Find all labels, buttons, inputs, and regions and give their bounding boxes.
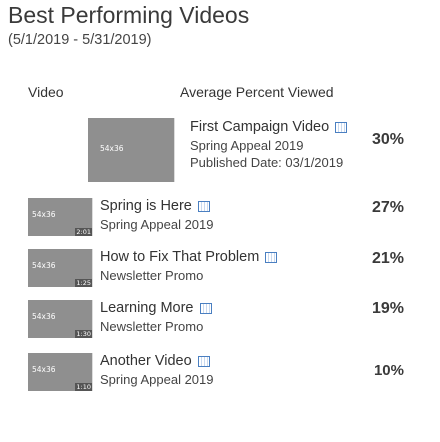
video-file-icon: [335, 121, 348, 133]
video-title[interactable]: How to Fix That Problem: [100, 249, 278, 265]
video-thumbnail[interactable]: 54x36 2:01: [28, 198, 93, 236]
featured-video-percent: 30%: [371, 131, 404, 148]
thumbnail-size-label: 54x36: [32, 312, 56, 321]
featured-video-campaign: Spring Appeal 2019: [190, 138, 304, 153]
video-thumbnail[interactable]: 54x36 1:25: [28, 249, 93, 287]
featured-video-published-date: Published Date: 03/1/2019: [190, 155, 344, 170]
video-file-icon: [199, 302, 212, 314]
video-title[interactable]: Spring is Here: [100, 198, 210, 214]
video-percent: 10%: [373, 362, 404, 379]
video-title[interactable]: Another Video: [100, 353, 210, 369]
video-campaign: Newsletter Promo: [100, 319, 204, 334]
video-campaign: Spring Appeal 2019: [100, 372, 214, 387]
report-title: Best Performing Videos: [8, 2, 250, 28]
video-file-icon: [197, 200, 210, 212]
featured-video-thumbnail[interactable]: 54x36: [88, 118, 175, 182]
video-title-text: Spring is Here: [100, 198, 192, 214]
video-length-badge: 1:30: [75, 330, 92, 338]
featured-video-title[interactable]: First Campaign Video: [190, 119, 348, 135]
video-length-badge: 1:25: [75, 279, 92, 287]
video-campaign: Spring Appeal 2019: [100, 217, 214, 232]
video-percent: 19%: [371, 300, 404, 317]
thumbnail-size-label: 54x36: [32, 210, 56, 219]
video-title-text: How to Fix That Problem: [100, 249, 260, 265]
video-length-badge: 2:01: [75, 228, 92, 236]
video-length-badge: 1:10: [75, 383, 92, 391]
column-header-metric: Average Percent Viewed: [180, 84, 334, 100]
video-thumbnail[interactable]: 54x36 1:10: [28, 353, 93, 391]
report-date-range: (5/1/2019 - 5/31/2019): [8, 32, 152, 48]
video-file-icon: [265, 251, 278, 263]
video-file-icon: [197, 355, 210, 367]
video-percent: 21%: [371, 250, 404, 267]
video-thumbnail[interactable]: 54x36 1:30: [28, 300, 93, 338]
thumbnail-size-label: 54x36: [32, 261, 56, 270]
column-header-video: Video: [28, 84, 64, 100]
featured-video-title-text: First Campaign Video: [190, 119, 330, 135]
thumbnail-size-label: 54x36: [32, 365, 56, 374]
video-title-text: Learning More: [100, 300, 194, 316]
video-title[interactable]: Learning More: [100, 300, 212, 316]
thumbnail-size-label: 54x36: [100, 144, 124, 153]
video-title-text: Another Video: [100, 353, 192, 369]
video-campaign: Newsletter Promo: [100, 268, 204, 283]
video-percent: 27%: [371, 199, 404, 216]
